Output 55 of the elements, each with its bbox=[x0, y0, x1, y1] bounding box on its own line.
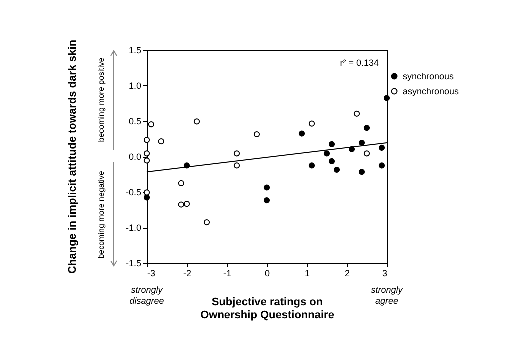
x-tick-label: -3 bbox=[148, 268, 156, 278]
point bbox=[334, 166, 340, 174]
x-tick-label: 2 bbox=[344, 268, 350, 278]
point bbox=[308, 162, 316, 169]
y-tick-label: 1.5 bbox=[128, 46, 142, 56]
y-tick-label: 0.5 bbox=[128, 116, 142, 126]
y-tick-label: 1.0 bbox=[128, 81, 142, 91]
y-axis-title: Change in implicit attitude towards dark skin bbox=[66, 40, 79, 274]
point bbox=[358, 140, 366, 146]
text: becoming more positive bbox=[97, 57, 106, 142]
x-tick-label: 0 bbox=[264, 268, 270, 278]
point bbox=[308, 120, 316, 127]
point bbox=[324, 150, 330, 157]
point bbox=[178, 180, 184, 187]
point bbox=[328, 141, 336, 148]
point bbox=[234, 150, 240, 157]
x-tick-label: -2 bbox=[183, 268, 192, 278]
point bbox=[254, 131, 260, 138]
point bbox=[364, 150, 370, 157]
x-axis-title: Subjective ratings on Ownership Questionnaire bbox=[200, 296, 334, 322]
text: strongly agree bbox=[371, 285, 404, 306]
point bbox=[204, 219, 210, 226]
x-tick-label: -1 bbox=[223, 268, 232, 278]
y-tick-label: -0.5 bbox=[126, 188, 142, 198]
text: becoming more negative bbox=[97, 170, 106, 259]
point bbox=[378, 162, 386, 169]
point bbox=[194, 118, 200, 125]
point bbox=[358, 169, 366, 176]
point bbox=[328, 158, 336, 165]
x-tick-label: 3 bbox=[382, 268, 388, 278]
point bbox=[264, 184, 270, 191]
point bbox=[144, 190, 150, 196]
legend-label: synchronous bbox=[403, 72, 455, 82]
point bbox=[234, 162, 240, 169]
point bbox=[264, 197, 270, 204]
y-tick-label: 0.0 bbox=[128, 152, 142, 162]
point bbox=[144, 194, 150, 201]
point bbox=[158, 138, 164, 145]
annotation: r² = 0.134 bbox=[340, 58, 379, 68]
point bbox=[384, 95, 390, 102]
legend-label: asynchronous bbox=[403, 86, 460, 96]
point bbox=[144, 150, 150, 157]
x-tick-label: 1 bbox=[304, 268, 310, 278]
text: strongly disagree bbox=[130, 285, 164, 306]
point bbox=[378, 144, 386, 152]
point bbox=[298, 130, 306, 137]
y-tick-label: -1.0 bbox=[126, 223, 142, 233]
y-tick-label: -1.5 bbox=[126, 258, 142, 268]
point bbox=[148, 122, 154, 128]
point bbox=[144, 137, 150, 144]
point bbox=[178, 202, 184, 208]
point bbox=[144, 158, 150, 164]
point bbox=[354, 110, 360, 117]
point bbox=[364, 125, 370, 132]
point bbox=[184, 201, 190, 208]
